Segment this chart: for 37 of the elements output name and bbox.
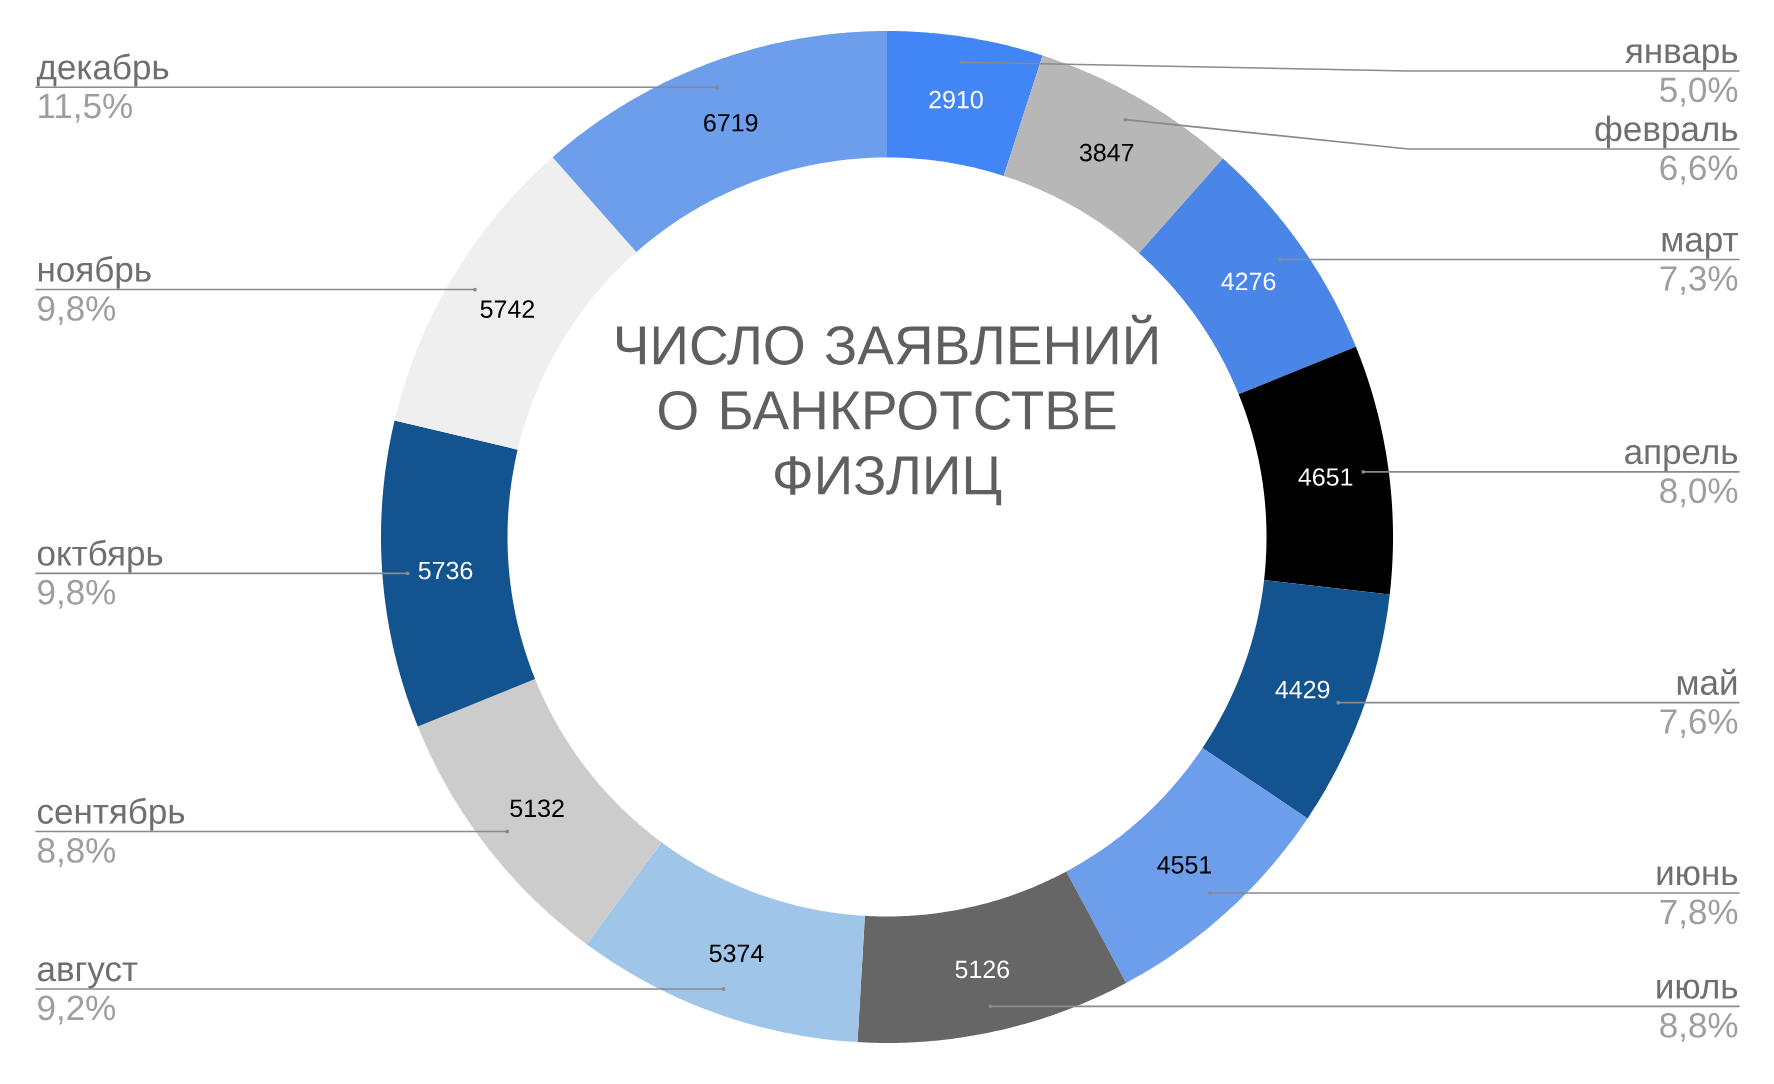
text: ЧИСЛО ЗАЯВЛЕНИЙ О БАНКРОТСТВЕ ФИЗЛИЦ xyxy=(617,314,1157,506)
data-label: 5742 xyxy=(480,300,534,318)
slice-label: апрель xyxy=(1625,445,1738,472)
slice-label: март xyxy=(1662,232,1738,259)
text: 7,6% xyxy=(1660,709,1738,739)
data-label: 5736 xyxy=(418,561,473,580)
text: 8,8% xyxy=(1660,1012,1738,1042)
text: 8,8% xyxy=(38,838,116,867)
slice-label: декабрь xyxy=(36,53,169,87)
slice-label: июль xyxy=(1657,979,1738,999)
text: 7,8% xyxy=(1660,899,1738,929)
data-label: 3847 xyxy=(1079,143,1134,162)
data-label: 2910 xyxy=(929,90,983,109)
slice-label: май xyxy=(1677,668,1737,695)
text: 9,8% xyxy=(38,296,116,325)
data-label: 4651 xyxy=(1298,468,1353,486)
text: 7,3% xyxy=(1660,265,1738,295)
slice-label: январь xyxy=(1625,44,1738,71)
data-label: 4276 xyxy=(1221,272,1276,291)
data-label: 4429 xyxy=(1275,680,1330,699)
slice-label: октбярь xyxy=(37,539,163,573)
slice-label: сентябрь xyxy=(38,797,185,831)
data-label: 4551 xyxy=(1157,856,1212,874)
text: 5,0% xyxy=(1660,77,1738,107)
text: 11,5% xyxy=(39,93,132,123)
slice-label: июнь xyxy=(1657,866,1738,886)
data-label: 5132 xyxy=(510,799,564,818)
text: 9,2% xyxy=(38,995,116,1025)
data-label: 5126 xyxy=(955,960,1010,979)
text: 9,8% xyxy=(38,579,116,609)
slice-label: ноябрь xyxy=(38,255,151,289)
slice-label: февраль xyxy=(1595,115,1738,149)
text: 6,6% xyxy=(1660,155,1738,185)
data-label: 5374 xyxy=(709,944,764,963)
slice-label: август xyxy=(38,962,138,989)
data-label: 6719 xyxy=(704,113,758,132)
text: 8,0% xyxy=(1660,478,1738,508)
